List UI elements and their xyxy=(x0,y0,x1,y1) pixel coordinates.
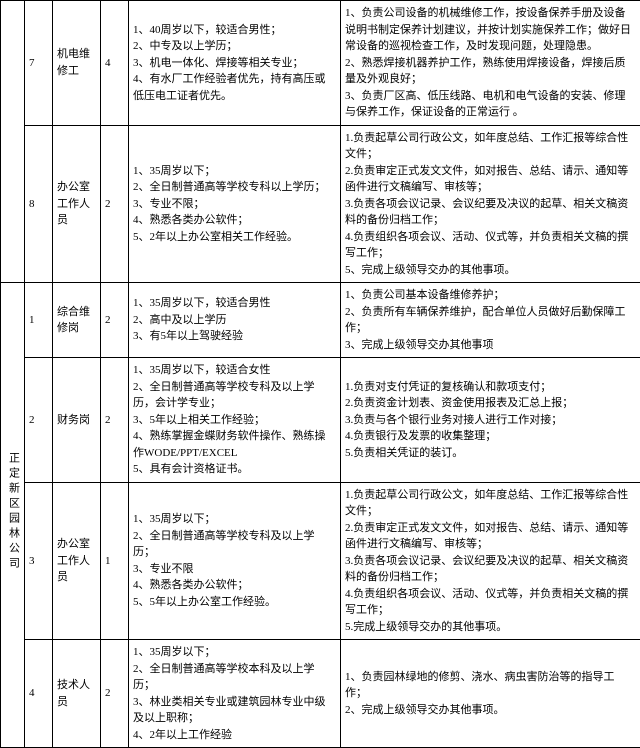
duty-line: 2、完成上级领导交办其他事项。 xyxy=(345,702,636,719)
req-line: 5、5年以上办公室工作经验。 xyxy=(133,594,336,611)
table-row: 7 机电维修工 4 1、40周岁以下，较适合男性； 2、中专及以上学历； 3、机… xyxy=(1,1,640,126)
duty-cell: 1.负责起草公司行政公文，如年度总结、工作汇报等综合性文件； 2.负责审定正式发… xyxy=(341,482,640,640)
duty-line: 3、负责厂区高、低压线路、电机和电气设备的安装、修理与保养工作，保证设备的正常运… xyxy=(345,88,636,121)
table-row: 3 办公室工作人员 1 1、35周岁以下； 2、全日制普通高等学校专科及以上学历… xyxy=(1,482,640,640)
req-line: 2、全日制普通高等学校本科及以上学历； xyxy=(133,661,336,694)
req-cell: 1、35周岁以下； 2、全日制普通高等学校专科以上学历； 3、专业不限； 4、熟… xyxy=(129,125,341,283)
position-cell: 技术人员 xyxy=(53,640,101,748)
duty-line: 5.完成上级领导交办的其他事项。 xyxy=(345,619,636,636)
duty-line: 1.负责起草公司行政公文，如年度总结、工作汇报等综合性文件； xyxy=(345,130,636,163)
table-row: 4 技术人员 2 1、35周岁以下； 2、全日制普通高等学校本科及以上学历； 3… xyxy=(1,640,640,748)
position-cell: 综合维修岗 xyxy=(53,283,101,358)
duty-line: 3、完成上级领导交办其他事项 xyxy=(345,337,636,354)
duty-cell: 1.负责起草公司行政公文，如年度总结、工作汇报等综合性文件； 2.负责审定正式发… xyxy=(341,125,640,283)
req-line: 3、专业不限； xyxy=(133,196,336,213)
num-cell: 2 xyxy=(25,358,53,483)
num-cell: 1 xyxy=(25,283,53,358)
duty-cell: 1、负责公司设备的机械维修工作，按设备保养手册及设备说明书制定保养计划建议，并按… xyxy=(341,1,640,126)
req-line: 2、高中及以上学历 xyxy=(133,312,336,329)
position-cell: 办公室工作人员 xyxy=(53,482,101,640)
req-line: 4、熟悉各类办公软件； xyxy=(133,212,336,229)
duty-line: 3.负责与各个银行业务对接人进行工作对接； xyxy=(345,412,636,429)
req-line: 1、35周岁以下，较适合女性 xyxy=(133,362,336,379)
position-cell: 机电维修工 xyxy=(53,1,101,126)
count-cell: 4 xyxy=(101,1,129,126)
req-line: 1、35周岁以下； xyxy=(133,511,336,528)
req-line: 2、全日制普通高等学校专科及以上学历，会计学专业； xyxy=(133,379,336,412)
table-row: 正定新区园林公司 1 综合维修岗 2 1、35周岁以下，较适合男性 2、高中及以… xyxy=(1,283,640,358)
duty-line: 4.负责银行及发票的收集整理； xyxy=(345,428,636,445)
position-cell: 财务岗 xyxy=(53,358,101,483)
req-line: 1、35周岁以下，较适合男性 xyxy=(133,295,336,312)
count-cell: 2 xyxy=(101,358,129,483)
company-cell xyxy=(1,1,25,283)
req-line: 3、机电一体化、焊接等相关专业； xyxy=(133,55,336,72)
req-line: 2、中专及以上学历； xyxy=(133,38,336,55)
num-cell: 8 xyxy=(25,125,53,283)
count-cell: 1 xyxy=(101,482,129,640)
req-cell: 1、35周岁以下； 2、全日制普通高等学校专科及以上学历； 3、专业不限 4、熟… xyxy=(129,482,341,640)
duty-line: 4.负责组织各项会议、活动、仪式等，并负责相关文稿的撰写工作； xyxy=(345,229,636,262)
duty-line: 2.负责审定正式发文文件，如对报告、总结、请示、通知等函件进行文稿编写、审核等； xyxy=(345,520,636,553)
duty-line: 1.负责起草公司行政公文，如年度总结、工作汇报等综合性文件； xyxy=(345,487,636,520)
recruitment-table: 7 机电维修工 4 1、40周岁以下，较适合男性； 2、中专及以上学历； 3、机… xyxy=(0,0,640,748)
req-line: 1、35周岁以下； xyxy=(133,644,336,661)
duty-line: 1、负责园林绿地的修剪、浇水、病虫害防治等的指导工作； xyxy=(345,669,636,702)
req-line: 4、2年以上工作经验 xyxy=(133,727,336,744)
duty-line: 2.负责资金计划表、资金使用报表及汇总上报； xyxy=(345,395,636,412)
duty-line: 3.负责各项会议记录、会议纪要及决议的起草、相关文稿资料的备份归档工作； xyxy=(345,553,636,586)
req-line: 2、全日制普通高等学校专科以上学历； xyxy=(133,179,336,196)
count-cell: 2 xyxy=(101,283,129,358)
num-cell: 4 xyxy=(25,640,53,748)
table-row: 8 办公室工作人员 2 1、35周岁以下； 2、全日制普通高等学校专科以上学历；… xyxy=(1,125,640,283)
req-line: 3、5年以上相关工作经验； xyxy=(133,412,336,429)
req-cell: 1、35周岁以下； 2、全日制普通高等学校本科及以上学历； 3、林业类相关专业或… xyxy=(129,640,341,748)
req-line: 3、有5年以上驾驶经验 xyxy=(133,328,336,345)
duty-line: 1、负责公司设备的机械维修工作，按设备保养手册及设备说明书制定保养计划建议，并按… xyxy=(345,5,636,55)
req-line: 3、专业不限 xyxy=(133,561,336,578)
duty-cell: 1、负责园林绿地的修剪、浇水、病虫害防治等的指导工作； 2、完成上级领导交办其他… xyxy=(341,640,640,748)
duty-line: 4.负责组织各项会议、活动、仪式等，并负责相关文稿的撰写工作； xyxy=(345,586,636,619)
req-cell: 1、35周岁以下，较适合女性 2、全日制普通高等学校专科及以上学历，会计学专业；… xyxy=(129,358,341,483)
num-cell: 7 xyxy=(25,1,53,126)
req-line: 3、林业类相关专业或建筑园林专业中级及以上职称； xyxy=(133,694,336,727)
table-row: 2 财务岗 2 1、35周岁以下，较适合女性 2、全日制普通高等学校专科及以上学… xyxy=(1,358,640,483)
count-cell: 2 xyxy=(101,125,129,283)
req-line: 5、具有会计资格证书。 xyxy=(133,461,336,478)
req-line: 1、35周岁以下； xyxy=(133,163,336,180)
req-line: 4、有水厂工作经验者优先，持有高压或低压电工证者优先。 xyxy=(133,71,336,104)
duty-line: 5.负责相关凭证的装订。 xyxy=(345,445,636,462)
req-cell: 1、35周岁以下，较适合男性 2、高中及以上学历 3、有5年以上驾驶经验 xyxy=(129,283,341,358)
duty-cell: 1.负责对支付凭证的复核确认和款项支付； 2.负责资金计划表、资金使用报表及汇总… xyxy=(341,358,640,483)
duty-line: 2.负责审定正式发文文件，如对报告、总结、请示、通知等函件进行文稿编写、审核等； xyxy=(345,163,636,196)
duty-line: 3.负责各项会议记录、会议纪要及决议的起草、相关文稿资料的备份归档工作； xyxy=(345,196,636,229)
company-name: 正定新区园林公司 xyxy=(5,452,22,572)
req-line: 4、熟悉各类办公软件； xyxy=(133,577,336,594)
req-line: 4、熟练掌握金蝶财务软件操作、熟练操作WODE/PPT/EXCEL xyxy=(133,428,336,461)
duty-line: 2、负责所有车辆保养维护，配合单位人员做好后勤保障工作； xyxy=(345,304,636,337)
req-cell: 1、40周岁以下，较适合男性； 2、中专及以上学历； 3、机电一体化、焊接等相关… xyxy=(129,1,341,126)
position-cell: 办公室工作人员 xyxy=(53,125,101,283)
duty-line: 2、熟悉焊接机器养护工作，熟练使用焊接设备，焊接后质量及外观良好； xyxy=(345,55,636,88)
req-line: 1、40周岁以下，较适合男性； xyxy=(133,22,336,39)
req-line: 2、全日制普通高等学校专科及以上学历； xyxy=(133,528,336,561)
count-cell: 2 xyxy=(101,640,129,748)
company-cell: 正定新区园林公司 xyxy=(1,283,25,748)
duty-line: 5、完成上级领导交办的其他事项。 xyxy=(345,262,636,279)
duty-line: 1、负责公司基本设备维修养护； xyxy=(345,287,636,304)
duty-line: 1.负责对支付凭证的复核确认和款项支付； xyxy=(345,379,636,396)
req-line: 5、2年以上办公室相关工作经验。 xyxy=(133,229,336,246)
duty-cell: 1、负责公司基本设备维修养护； 2、负责所有车辆保养维护，配合单位人员做好后勤保… xyxy=(341,283,640,358)
num-cell: 3 xyxy=(25,482,53,640)
